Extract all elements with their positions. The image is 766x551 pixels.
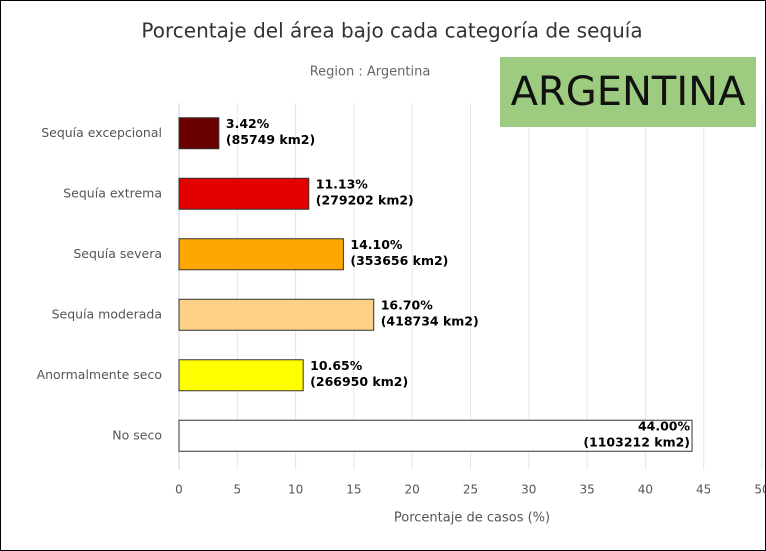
y-tick-label: Anormalmente seco xyxy=(37,367,162,382)
x-tick-label: 20 xyxy=(405,483,420,497)
x-tick-label: 0 xyxy=(175,483,183,497)
y-tick-label: Sequía excepcional xyxy=(41,125,162,140)
x-tick-label: 15 xyxy=(346,483,361,497)
area-label: (85749 km2) xyxy=(226,132,315,147)
y-tick-label: No seco xyxy=(112,427,162,442)
y-tick-label: Sequía extrema xyxy=(63,185,162,200)
grid: 0 5 10 15 20 25 30 35 40 45 50 xyxy=(175,103,766,497)
x-tick-label: 50 xyxy=(754,483,766,497)
area-label: (353656 km2) xyxy=(350,253,448,268)
value-label: 10.65% xyxy=(310,358,363,373)
bar xyxy=(178,177,310,210)
chart-title: Porcentaje del área bajo cada categoría … xyxy=(141,19,642,43)
x-tick-label: 40 xyxy=(638,483,653,497)
value-label: 3.42% xyxy=(226,116,270,131)
x-tick-label: 45 xyxy=(696,483,711,497)
bar xyxy=(178,238,344,271)
bar xyxy=(178,298,375,331)
x-tick-label: 30 xyxy=(521,483,536,497)
bar xyxy=(178,359,304,392)
x-axis-label: Porcentaje de casos (%) xyxy=(394,511,550,526)
annotation-box xyxy=(500,57,756,127)
value-label: 11.13% xyxy=(316,176,369,191)
area-label: (266950 km2) xyxy=(310,374,408,389)
x-tick-label: 35 xyxy=(579,483,594,497)
x-tick-label: 25 xyxy=(463,483,478,497)
value-label: 16.70% xyxy=(381,297,434,312)
value-label: 44.00% xyxy=(638,418,691,433)
y-tick-label: Sequía severa xyxy=(73,246,162,261)
area-label: (279202 km2) xyxy=(316,192,414,207)
x-tick-label: 5 xyxy=(233,483,241,497)
bars: Sequía excepcional 3.42%(85749 km2) Sequía… xyxy=(37,116,693,452)
bar xyxy=(178,419,693,452)
bar xyxy=(178,117,220,150)
value-label: 14.10% xyxy=(350,237,403,252)
x-tick-label: 10 xyxy=(288,483,303,497)
annotation: ARGENTINA xyxy=(511,69,747,115)
area-label: (1103212 km2) xyxy=(583,434,690,449)
area-label: (418734 km2) xyxy=(381,313,479,328)
y-tick-label: Sequía moderada xyxy=(52,306,162,321)
chart-subtitle: Region : Argentina xyxy=(310,65,431,80)
